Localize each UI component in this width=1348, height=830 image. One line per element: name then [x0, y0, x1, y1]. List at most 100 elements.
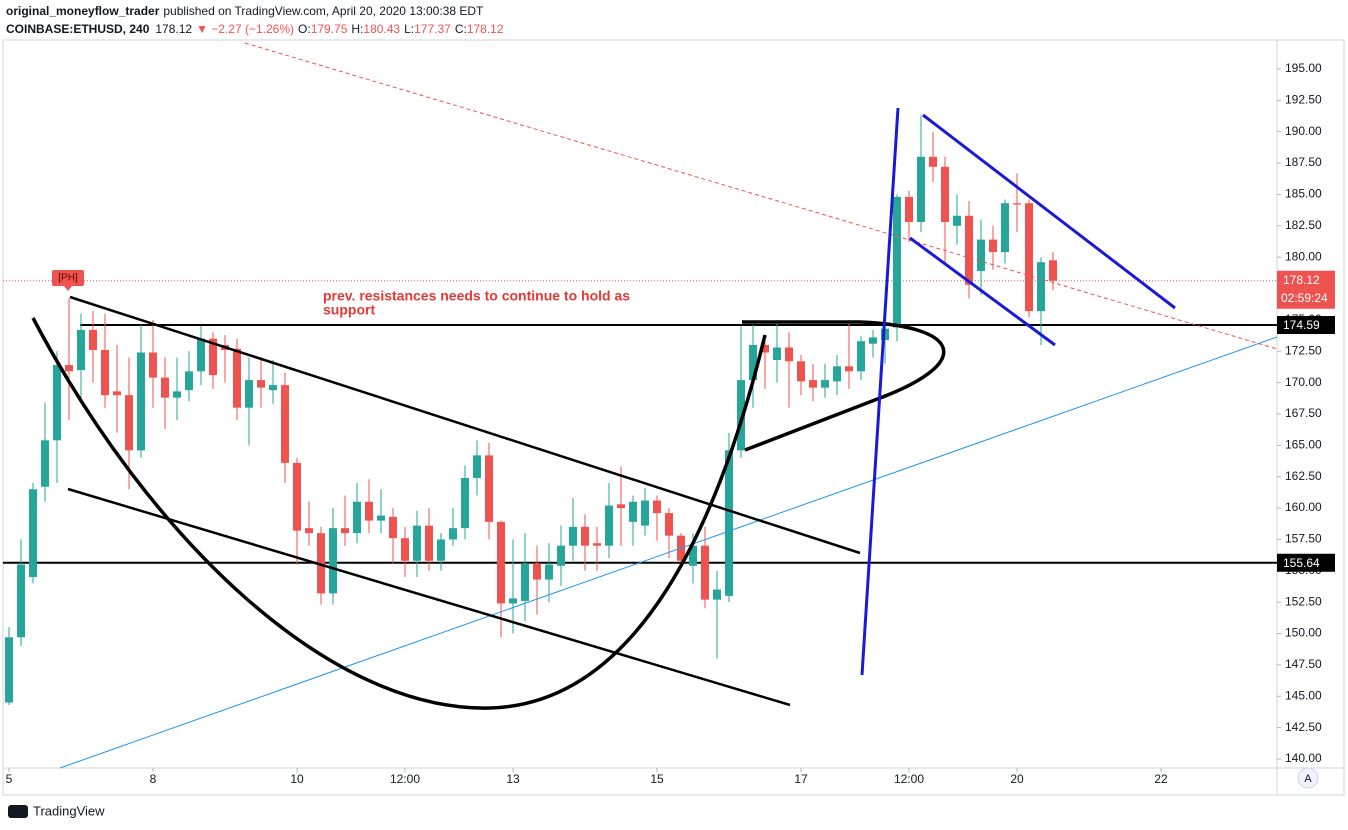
candle-body	[833, 366, 841, 382]
candle-body	[5, 637, 13, 703]
candle-body	[569, 526, 577, 546]
trend-line	[59, 336, 1278, 769]
candle-body	[953, 215, 961, 226]
annotation: support	[323, 302, 375, 318]
candle-body	[53, 365, 61, 441]
y-tick-label: 185.00	[1285, 187, 1322, 201]
candle-body	[857, 341, 865, 372]
candle-body	[665, 513, 673, 536]
flag-line	[922, 113, 1176, 310]
candle-body	[389, 516, 397, 539]
ohlc-value: 179.75	[311, 22, 348, 36]
candle-body	[989, 239, 997, 253]
candle-body	[689, 545, 697, 566]
countdown: 02:59:24	[1281, 291, 1328, 305]
candle-body	[641, 500, 649, 526]
x-tick-label: 22	[1154, 772, 1168, 786]
candle-body	[161, 377, 169, 398]
published-on: published on TradingView.com, April 20, …	[163, 4, 484, 18]
candle-body	[941, 166, 949, 223]
candle-body	[125, 395, 133, 451]
y-tick-label: 150.00	[1285, 626, 1322, 640]
candle-body	[473, 455, 481, 478]
flag-line	[909, 236, 1056, 347]
y-tick-label: 167.50	[1285, 406, 1322, 420]
y-tick-label: 170.00	[1285, 375, 1322, 389]
symbol: COINBASE:ETHUSD, 240	[6, 22, 150, 36]
scale-button-label[interactable]: A	[1304, 773, 1312, 785]
candle-body	[1013, 203, 1021, 205]
candle-body	[773, 347, 781, 361]
y-tick-label: 147.50	[1285, 657, 1322, 671]
x-tick-label: 15	[650, 772, 664, 786]
candle-body	[761, 344, 769, 353]
candle-body	[257, 380, 265, 388]
ohlc-value: 180.43	[363, 22, 400, 36]
pivot-box	[52, 270, 84, 286]
x-tick-label: 20	[1010, 772, 1024, 786]
y-tick-label: 152.50	[1285, 594, 1322, 608]
candle-body	[737, 380, 745, 451]
candle-body	[869, 337, 877, 344]
candle-body	[485, 455, 493, 522]
level-tag-label: 155.64	[1283, 556, 1320, 570]
y-tick-label: 195.00	[1285, 61, 1322, 75]
candle-body	[821, 380, 829, 388]
y-tick-label: 172.50	[1285, 343, 1322, 357]
x-tick-label: 12:00	[894, 772, 924, 786]
ohlc-label: L:	[404, 22, 414, 36]
candle-body	[905, 196, 913, 223]
pivot-pointer	[64, 286, 72, 291]
candle-body	[461, 477, 469, 529]
candle-body	[317, 533, 325, 594]
candle-body	[653, 500, 661, 514]
trend-line	[69, 295, 861, 555]
candle-body	[269, 385, 277, 391]
level-tag-label: 174.59	[1283, 318, 1320, 332]
candle-body	[1025, 203, 1033, 312]
candle-body	[149, 352, 157, 378]
candle-body	[917, 156, 925, 223]
candle-body	[533, 563, 541, 580]
candle-body	[305, 528, 313, 534]
candle-body	[929, 156, 937, 167]
candle-body	[197, 338, 205, 372]
candle-body	[701, 545, 709, 600]
last-price-label: 178.12	[1283, 273, 1320, 287]
candles	[5, 115, 1057, 706]
y-tick-label: 192.50	[1285, 93, 1322, 107]
symbol-line: COINBASE:ETHUSD, 240 178.12 ▼ −2.27 (−1.26…	[6, 22, 504, 36]
candle-body	[65, 365, 73, 372]
y-tick-label: 160.00	[1285, 500, 1322, 514]
candle-body	[509, 598, 517, 604]
x-tick-label: 17	[794, 772, 808, 786]
candle-body	[785, 347, 793, 362]
candle-body	[137, 352, 145, 451]
candle-body	[245, 380, 253, 408]
y-tick-label: 140.00	[1285, 751, 1322, 765]
candle-body	[17, 564, 25, 638]
candle-body	[629, 501, 637, 522]
candle-body	[545, 564, 553, 580]
candle-body	[797, 361, 805, 382]
candle-body	[413, 525, 421, 561]
candle-body	[1037, 262, 1045, 312]
candle-body	[77, 329, 85, 371]
last: 178.12	[155, 22, 192, 36]
candle-body	[365, 501, 373, 521]
y-tick-label: 142.50	[1285, 720, 1322, 734]
candle-body	[449, 528, 457, 540]
candle-body	[377, 515, 385, 521]
scale-button[interactable]	[1297, 767, 1319, 789]
annotation: prev. resistances needs to continue to h…	[323, 288, 630, 304]
candle-body	[185, 371, 193, 391]
cup-curve	[31, 317, 767, 710]
candle-body	[893, 196, 901, 328]
candle-body	[1001, 203, 1009, 253]
candle-body	[437, 539, 445, 561]
axis: 140.00 142.50 145.00 147.50 150.00 152.50 155.…	[6, 61, 1335, 786]
level-tag	[1277, 553, 1335, 572]
candle-body	[401, 538, 409, 561]
change: ▼ −2.27 (−1.26%)	[196, 22, 294, 36]
pivot-label: [PH]	[58, 273, 78, 284]
